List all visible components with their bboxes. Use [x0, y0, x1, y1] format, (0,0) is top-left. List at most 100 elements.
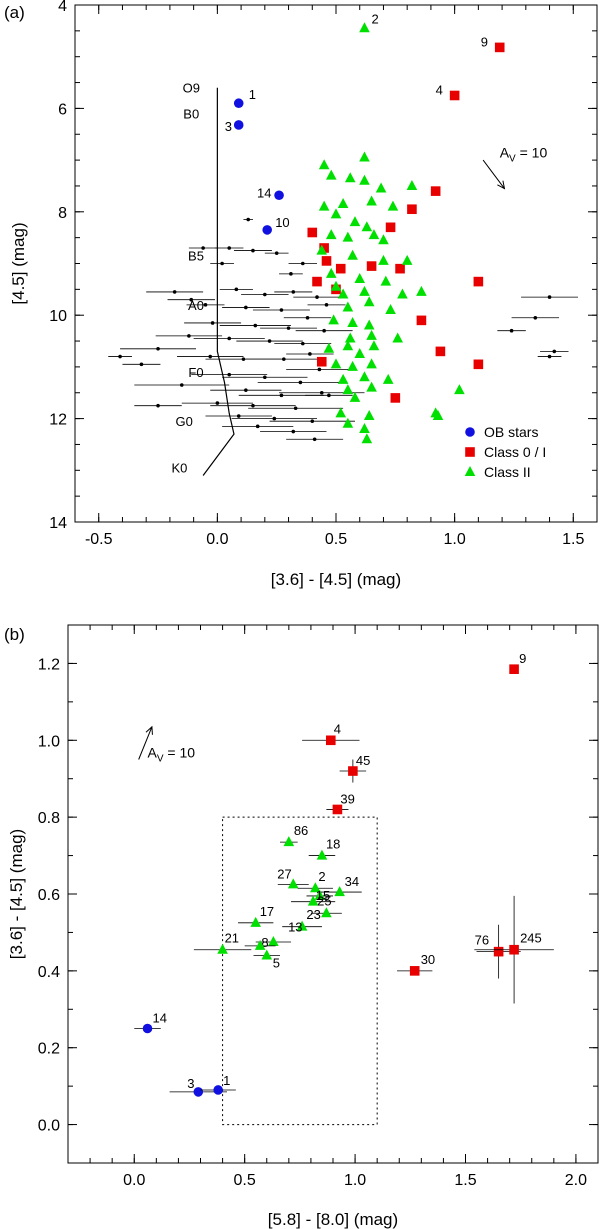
point-label: 2 [371, 11, 378, 26]
class-2-point [401, 254, 413, 265]
class-0-1-point [416, 315, 427, 326]
class-2-point [254, 939, 266, 950]
field-star-point [263, 375, 267, 380]
class-2-point [325, 169, 337, 180]
class-2-point [325, 229, 337, 240]
y-tick-label: 1.0 [38, 733, 60, 750]
class-2-point [354, 347, 366, 358]
field-star-point [203, 303, 208, 307]
field-star-point [533, 315, 538, 320]
point-label: 86 [294, 823, 308, 838]
class-0-1-point [435, 346, 446, 357]
x-tick-label: 0.0 [123, 1172, 145, 1189]
class-2-point [316, 244, 328, 255]
field-star-point [289, 272, 293, 276]
point-label: 4 [436, 82, 443, 97]
field-star-point [308, 352, 312, 356]
point-label: 9 [481, 34, 488, 49]
class-2-point [342, 231, 354, 242]
class-0-1-point [407, 204, 417, 215]
field-star-point [293, 406, 298, 411]
class-0-1-point [449, 90, 460, 101]
panel-b-chart: 0.0 0.5 1.0 1.5 2.0 0.0 0.2 0.4 0.6 0.8 1.0 1.2 (b) [… [4, 624, 599, 1229]
field-star-point [241, 357, 246, 361]
y-tick-label: 0.2 [38, 1041, 60, 1058]
y-axis-label: [4.5] (mag) [9, 222, 28, 304]
point-label: 15 [316, 888, 330, 903]
point-label: 14 [153, 1011, 167, 1026]
ob-star-point [193, 1087, 204, 1097]
class-2-point [363, 296, 375, 307]
field-star-point [179, 383, 184, 387]
class-2-point [330, 280, 342, 291]
field-star-point [300, 261, 305, 266]
class-0-1-point [325, 735, 336, 746]
field-star-point [279, 393, 284, 398]
class-0-1-point [385, 222, 396, 233]
class-2-point [334, 886, 345, 897]
point-label: 25 [317, 894, 331, 909]
field-star-point [220, 261, 224, 266]
y-tick-label: 14 [49, 515, 67, 532]
class-2-point [359, 151, 370, 162]
field-star-point [310, 419, 315, 423]
class-2-point [337, 288, 349, 299]
class-2-point [454, 384, 465, 395]
class-2-point [359, 174, 370, 185]
class-2-point [323, 342, 335, 353]
point-label: 4 [334, 721, 341, 736]
class-2-point [432, 410, 444, 421]
class-2-point [349, 216, 361, 227]
class-2-point [344, 332, 356, 343]
panel-label: (a) [4, 3, 25, 22]
point-label: 5 [273, 955, 280, 970]
plot-frame [67, 624, 599, 1164]
field-star-point [291, 429, 296, 434]
reddening-arrow-shaft [482, 159, 505, 189]
class-2-point [337, 198, 349, 209]
reddening-vector-label: AV = 10 [148, 745, 196, 765]
class-0-1-point [493, 946, 504, 957]
field-star-point [317, 367, 322, 372]
field-star-point [267, 339, 272, 343]
field-star-point [156, 347, 160, 351]
class-2-point [310, 882, 321, 893]
class-2-point [330, 208, 342, 219]
class-2-point [416, 285, 427, 296]
point-label: 21 [225, 931, 239, 946]
point-label: 27 [277, 866, 291, 881]
field-star-point [156, 403, 160, 408]
class-2-point [268, 936, 279, 947]
class-2-point [347, 249, 358, 260]
point-label: 8 [261, 935, 268, 950]
spectral-type-label: A0 [188, 298, 204, 313]
class-2-point [406, 179, 418, 190]
ob-star-point [213, 1085, 223, 1095]
ob-star-point [233, 98, 244, 109]
field-star-point [172, 290, 177, 294]
point-label: 10 [275, 215, 289, 230]
class-2-point [318, 200, 330, 211]
spectral-type-label: G0 [175, 414, 192, 429]
field-star-point [208, 354, 213, 359]
point-label: 39 [340, 791, 354, 806]
class-2-point [361, 221, 373, 232]
field-star-point [300, 341, 305, 346]
reddening-arrow-head [145, 725, 153, 735]
ob-star-point [262, 225, 272, 235]
field-star-point [272, 416, 277, 421]
legend-label: Class 0 / I [484, 444, 546, 460]
field-star-point [210, 321, 215, 325]
class-2-point [359, 422, 370, 433]
spectral-type-label: K0 [171, 461, 187, 476]
class-0-1-point [307, 227, 318, 238]
class-2-point [397, 288, 408, 299]
class-2-point [382, 373, 394, 384]
field-star-point [263, 292, 267, 297]
class-2-point [378, 254, 389, 265]
class-2-point [385, 304, 396, 315]
field-star-point [282, 357, 286, 361]
point-label: 18 [326, 837, 340, 852]
class-2-point [283, 836, 295, 847]
field-star-point [255, 424, 260, 429]
